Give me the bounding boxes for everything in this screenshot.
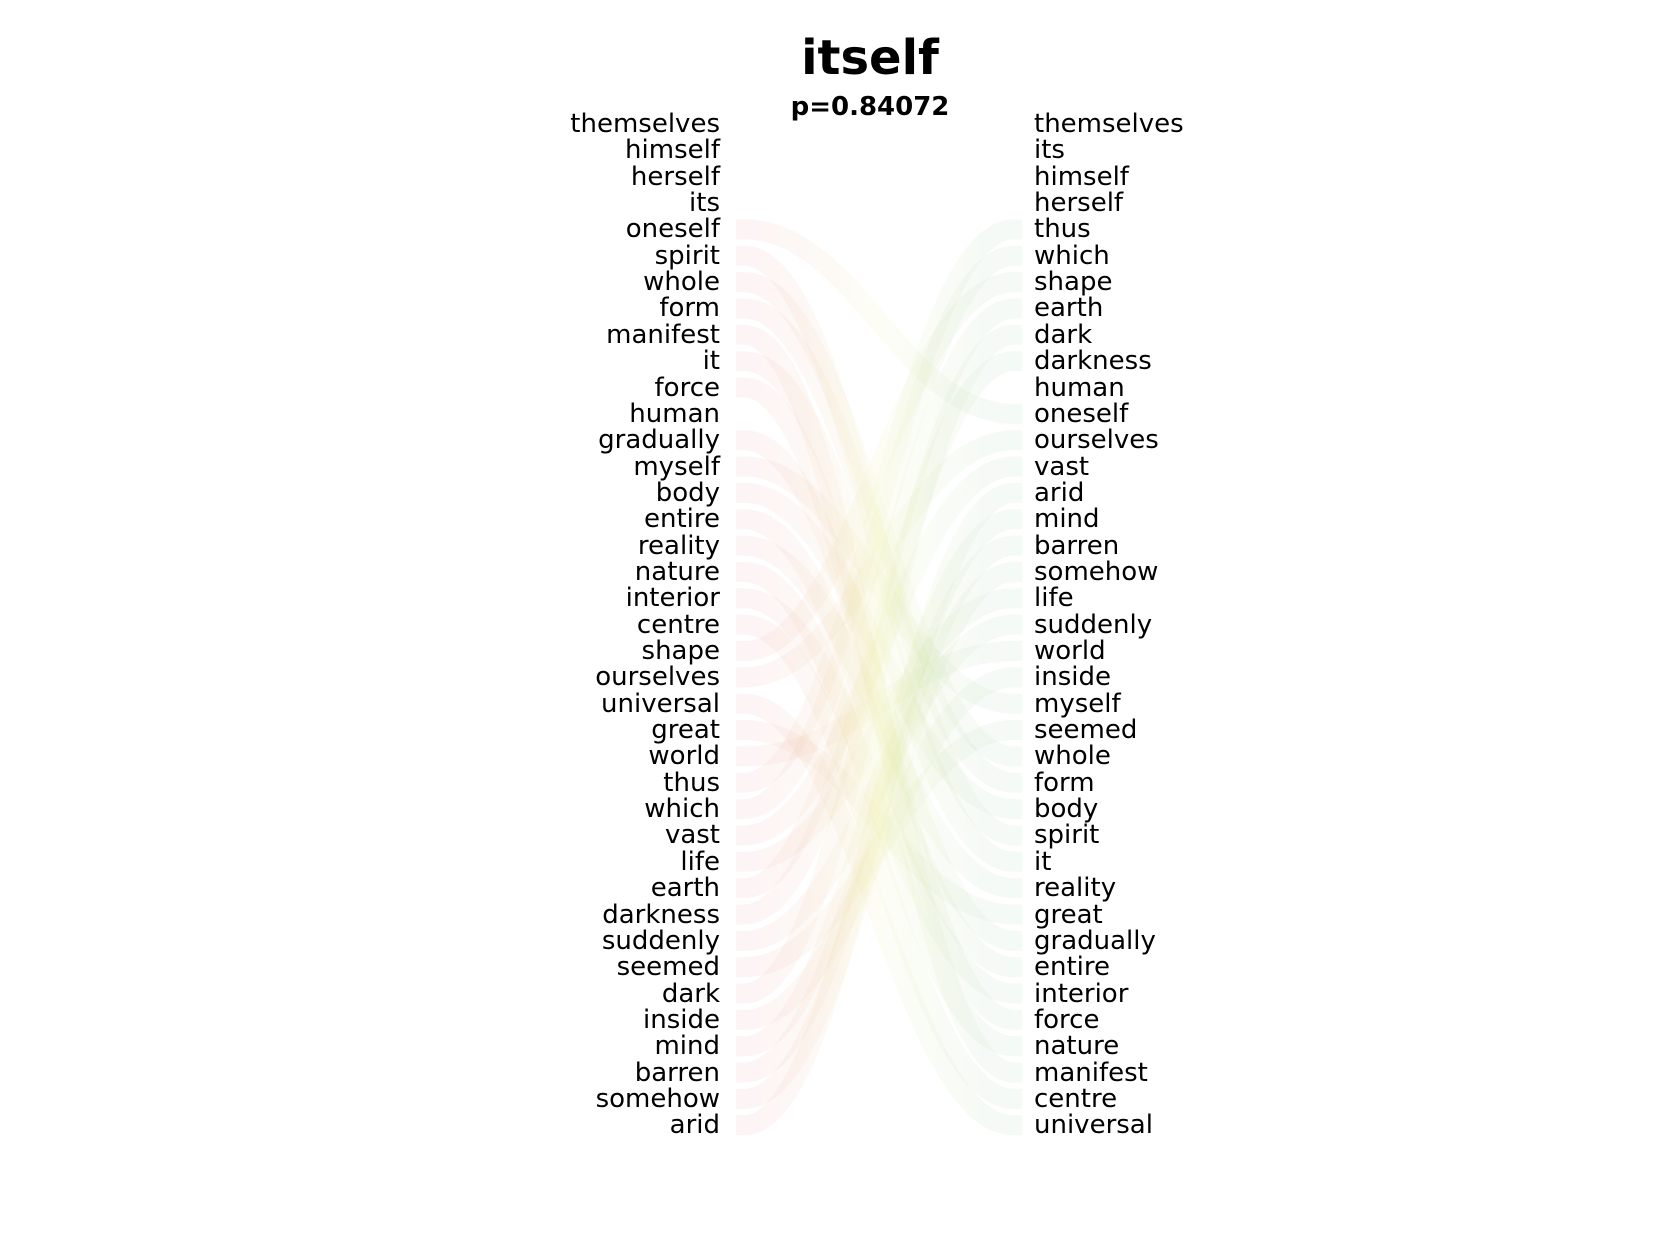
right-word-item: inside [1034,662,1111,693]
left-word-item: suddenly [601,925,720,956]
page-title: itself [801,30,939,86]
left-word-item: body [655,477,720,508]
right-word-item: arid [1034,477,1085,508]
left-word-item: earth [650,873,720,904]
ribbon-which [736,245,1022,820]
left-word-item: himself [625,135,720,166]
left-word-item: myself [633,451,720,482]
left-word-item: mind [654,1031,720,1062]
left-word-item: great [651,715,720,746]
right-word-item: it [1034,846,1052,877]
left-word-item: whole [643,267,720,298]
left-word-item: darkness [602,899,720,930]
right-word-item: himself [1034,161,1129,192]
left-word-item: centre [636,609,720,640]
right-word-item: whole [1034,741,1111,772]
right-word-item: world [1034,636,1106,666]
right-word-item: interior [1034,978,1129,1009]
right-word-item: thus [1034,214,1091,245]
left-word-item: spirit [654,240,720,271]
left-word-item: thus [663,767,720,798]
ribbon-oneself [736,219,1022,424]
right-word-item: entire [1034,952,1111,983]
left-word-item: interior [625,583,720,614]
left-word-item: arid [669,1110,720,1141]
left-word-item: ourselves [595,662,720,693]
left-word-item: world [648,741,720,772]
left-word-item: reality [637,530,720,561]
right-word-item: manifest [1034,1057,1148,1088]
right-word-item: which [1034,240,1110,271]
right-word-item: centre [1034,1083,1118,1114]
page-subtitle: p=0.84072 [790,92,950,122]
ribbon-life [736,588,1022,872]
right-word-item: reality [1034,873,1117,904]
left-word-item: seemed [616,952,720,983]
left-word-item: which [644,794,720,825]
right-word-item: seemed [1034,715,1138,746]
left-word-item: shape [641,636,720,666]
right-word-item: shape [1034,267,1113,298]
right-word-item: gradually [1034,925,1156,956]
right-word-item: themselves [1034,109,1184,139]
right-word-item: body [1034,794,1099,825]
left-word-item: gradually [598,425,720,456]
ribbon-arid [736,482,1022,1136]
right-word-item: barren [1034,530,1120,561]
left-word-item: dark [661,978,720,1009]
left-word-item: barren [634,1057,720,1088]
right-word-item: somehow [1034,556,1159,587]
left-word-item: themselves [570,109,720,139]
right-word-item: vast [1034,451,1090,482]
right-word-item: form [1034,767,1095,798]
ribbon-dark [736,324,1022,1004]
right-word-item: universal [1034,1110,1153,1141]
right-word-item: life [1034,583,1074,614]
right-word-item: ourselves [1034,425,1159,456]
right-word-item: spirit [1034,820,1100,851]
right-word-item: herself [1034,188,1124,219]
right-word-item: human [1034,372,1125,403]
right-word-item: myself [1034,688,1121,719]
left-word-item: somehow [595,1083,720,1114]
left-word-item: entire [643,504,720,535]
right-word-item: mind [1034,504,1100,535]
right-word-item: oneself [1034,398,1129,429]
right-word-item: dark [1034,319,1093,350]
left-word-item: universal [601,688,720,719]
left-word-item: oneself [625,214,720,245]
left-word-item: manifest [606,319,720,350]
left-word-item: inside [643,1004,720,1035]
right-word-item: darkness [1034,346,1152,377]
ribbon-earth [736,298,1022,899]
right-word-item: great [1034,899,1103,930]
right-word-item: force [1034,1004,1100,1035]
left-word-item: its [689,188,720,219]
ribbon-shape [736,272,1022,661]
ribbon-universal [736,693,1022,1136]
left-word-item: herself [630,161,720,192]
left-word-item: vast [664,820,720,851]
left-word-item: life [680,846,720,877]
left-word-item: it [702,346,720,377]
right-word-item: its [1034,135,1065,166]
right-word-item: earth [1034,293,1104,324]
left-word-item: human [629,398,720,429]
left-word-item: nature [634,556,720,587]
right-word-item: suddenly [1034,609,1153,640]
left-word-item: force [654,372,720,403]
left-word-item: form [659,293,720,324]
right-word-item: nature [1034,1031,1120,1062]
